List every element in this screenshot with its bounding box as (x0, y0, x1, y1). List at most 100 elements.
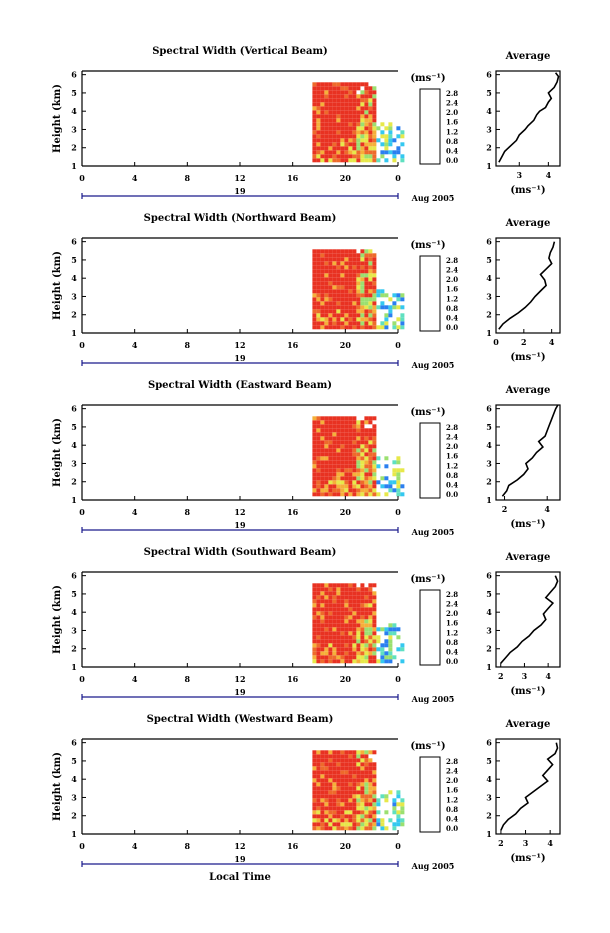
heatmap-cell (400, 325, 405, 330)
heatmap-cells (312, 82, 405, 163)
heatmap-cell (336, 476, 341, 481)
heatmap-cell (380, 122, 385, 127)
heatmap-cell (336, 456, 341, 461)
heatmap-cell (364, 464, 369, 469)
heatmap-cell (324, 317, 329, 322)
heatmap-cell (348, 798, 353, 803)
heatmap-cell (348, 98, 353, 103)
heatmap-cell (364, 416, 369, 421)
heatmap-cell (364, 98, 369, 103)
heatmap-cell (352, 619, 357, 624)
heatmap-cell (364, 428, 369, 433)
heatmap-cell (396, 790, 401, 795)
heatmap-cell (324, 587, 329, 592)
heatmap-cell (312, 774, 317, 779)
heatmap-cell (372, 635, 377, 640)
heatmap-cell (312, 611, 317, 616)
heatmap-cell (312, 619, 317, 624)
heatmap-cell (324, 249, 329, 254)
heatmap-cell (376, 464, 381, 469)
heatmap-cell (336, 782, 341, 787)
heatmap-cell (388, 631, 393, 636)
heatmap-cell (340, 428, 345, 433)
heatmap-cell (364, 591, 369, 596)
heatmap-cell (316, 826, 321, 831)
heatmap-cell (364, 94, 369, 99)
heatmap-cell (324, 655, 329, 660)
heatmap-cell (356, 758, 361, 763)
heatmap-cell (356, 818, 361, 823)
heatmap-cell (312, 249, 317, 254)
heatmap-cell (348, 154, 353, 159)
heatmap-cell (352, 587, 357, 592)
heatmap-cell (360, 619, 365, 624)
average-y-tick-label: 1 (486, 662, 492, 672)
heatmap-cell (324, 456, 329, 461)
heatmap-cell (356, 607, 361, 612)
x-tick-label: 0 (395, 674, 401, 684)
day-label: 19 (234, 186, 246, 196)
panel-4: Spectral Width (Southward Beam)123456Hei… (52, 547, 561, 704)
heatmap-cell (332, 655, 337, 660)
heatmap-cell (388, 643, 393, 648)
heatmap-cell (332, 790, 337, 795)
heatmap-cell (324, 126, 329, 131)
heatmap-cell (324, 452, 329, 457)
colorbar-unit: (ms⁻¹) (410, 407, 445, 418)
heatmap-cell (312, 476, 317, 481)
heatmap-cell (360, 476, 365, 481)
heatmap-cell (320, 98, 325, 103)
heatmap-cell (344, 488, 349, 493)
heatmap-cell (336, 98, 341, 103)
heatmap-cell (352, 146, 357, 151)
heatmap-cell (320, 814, 325, 819)
heatmap-cell (340, 126, 345, 131)
heatmap-cell (356, 595, 361, 600)
heatmap-cell (336, 639, 341, 644)
heatmap-cell (328, 428, 333, 433)
panel-title: Spectral Width (Southward Beam) (144, 547, 337, 558)
heatmap-cell (316, 452, 321, 457)
heatmap-cell (360, 460, 365, 465)
heatmap-cell (356, 790, 361, 795)
heatmap-cell (340, 786, 345, 791)
heatmap-cell (332, 770, 337, 775)
heatmap-cell (336, 754, 341, 759)
heatmap-cell (376, 647, 381, 652)
heatmap-cell (368, 253, 373, 258)
heatmap-cell (316, 265, 321, 270)
heatmap-cell (316, 619, 321, 624)
heatmap-cell (312, 253, 317, 258)
heatmap-cell (356, 273, 361, 278)
heatmap-cell (352, 651, 357, 656)
average-x-tick-label: 2 (521, 337, 527, 347)
heatmap-cell (316, 126, 321, 131)
heatmap-cell (344, 639, 349, 644)
heatmap-cell (344, 277, 349, 282)
heatmap-cell (368, 611, 373, 616)
heatmap-cell (368, 142, 373, 147)
heatmap-cell (320, 313, 325, 318)
heatmap-cell (332, 627, 337, 632)
heatmap-cell (336, 651, 341, 656)
colorbar-unit: (ms⁻¹) (410, 741, 445, 752)
heatmap-cell (348, 492, 353, 497)
heatmap-cell (320, 631, 325, 636)
heatmap-cell (364, 122, 369, 127)
heatmap-cell (392, 655, 397, 660)
heatmap-cell (320, 134, 325, 139)
colorbar-tick-label: 0.4 (446, 313, 458, 322)
heatmap-cell (348, 293, 353, 298)
heatmap-cell (324, 766, 329, 771)
heatmap-cell (344, 114, 349, 119)
heatmap-cell (356, 106, 361, 111)
heatmap-cell (372, 611, 377, 616)
heatmap-cell (360, 452, 365, 457)
heatmap-cell (320, 766, 325, 771)
heatmap-cell (328, 472, 333, 477)
heatmap-cell (364, 86, 369, 91)
heatmap-cell (348, 480, 353, 485)
heatmap-cell (368, 301, 373, 306)
heatmap-cell (328, 281, 333, 286)
heatmap-cell (356, 655, 361, 660)
